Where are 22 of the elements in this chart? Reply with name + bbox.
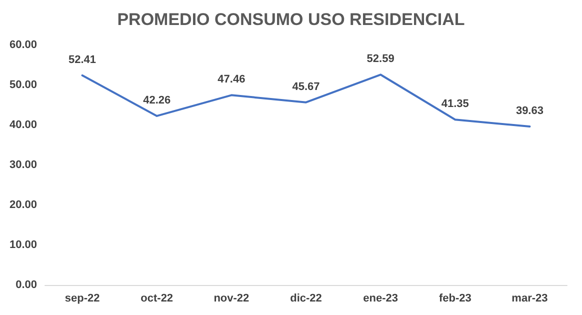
x-tick-label: ene-23 bbox=[363, 292, 398, 304]
data-label: 39.63 bbox=[516, 104, 544, 117]
x-tick-label: mar-23 bbox=[512, 292, 548, 304]
y-tick-label: 50.00 bbox=[9, 79, 37, 91]
x-tick-label: dic-22 bbox=[290, 292, 322, 304]
data-label: 45.67 bbox=[292, 80, 320, 93]
x-tick-label: feb-23 bbox=[438, 292, 472, 304]
x-tick-label: sep-22 bbox=[64, 292, 100, 304]
y-tick-label: 30.00 bbox=[9, 159, 37, 171]
x-tick-label: oct-22 bbox=[140, 292, 174, 304]
y-tick-label: 40.00 bbox=[9, 119, 37, 131]
data-label: 42.26 bbox=[143, 94, 171, 106]
data-label: 52.41 bbox=[68, 54, 96, 66]
chart-title: PROMEDIO CONSUMO USO RESIDENCIAL bbox=[117, 10, 465, 29]
y-tick-label: 60.00 bbox=[9, 39, 37, 51]
data-label: 47.46 bbox=[218, 74, 246, 86]
y-tick-label: 20.00 bbox=[9, 199, 37, 211]
data-label: 52.59 bbox=[366, 53, 394, 66]
data-label: 41.35 bbox=[441, 98, 469, 110]
x-tick-label: nov-22 bbox=[214, 292, 250, 304]
y-tick-label: 10.00 bbox=[9, 239, 37, 251]
y-tick-label: 0.00 bbox=[16, 279, 37, 291]
